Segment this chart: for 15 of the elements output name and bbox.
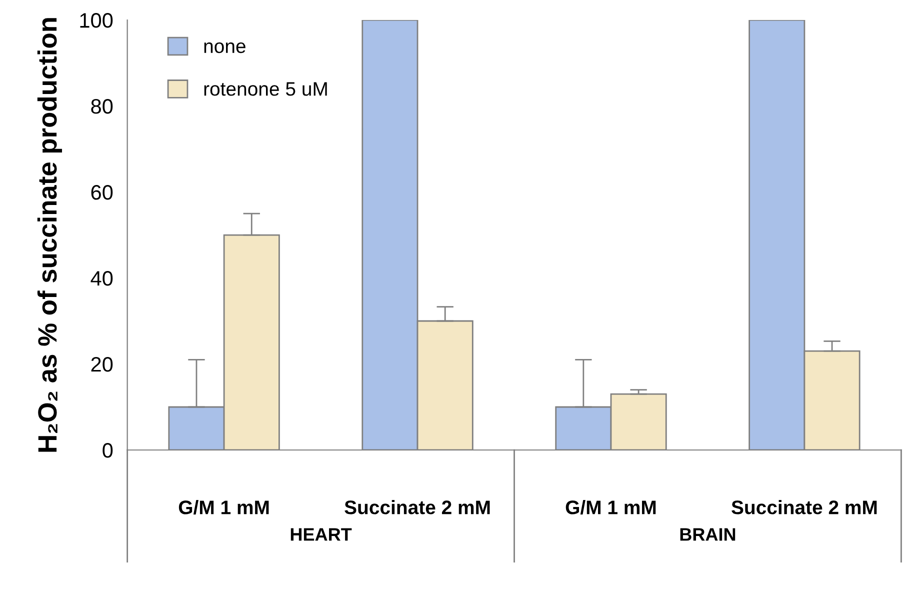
y-axis-title: H₂O₂ as % of succinate production [37, 18, 62, 452]
x-tick-label: G/M 1 mM [178, 500, 269, 514]
y-tick-label: 80 [91, 99, 113, 114]
y-tick-label: 40 [90, 271, 113, 286]
y-tick-label: 100 [80, 13, 113, 28]
legend-label: none [204, 42, 246, 54]
legend-label: rotenone 5 uM [204, 82, 327, 96]
y-tick-label: 20 [91, 357, 113, 372]
x-tick-label: Succinate 2 mM [344, 500, 490, 514]
x-tick-label: Succinate 2 mM [732, 500, 877, 514]
text: HEART [290, 528, 352, 541]
text: BRAIN [680, 528, 736, 541]
y-tick-label: 60 [91, 185, 113, 200]
x-tick-label: G/M 1 mM [566, 500, 656, 514]
y-tick-label: 0 [102, 442, 113, 458]
